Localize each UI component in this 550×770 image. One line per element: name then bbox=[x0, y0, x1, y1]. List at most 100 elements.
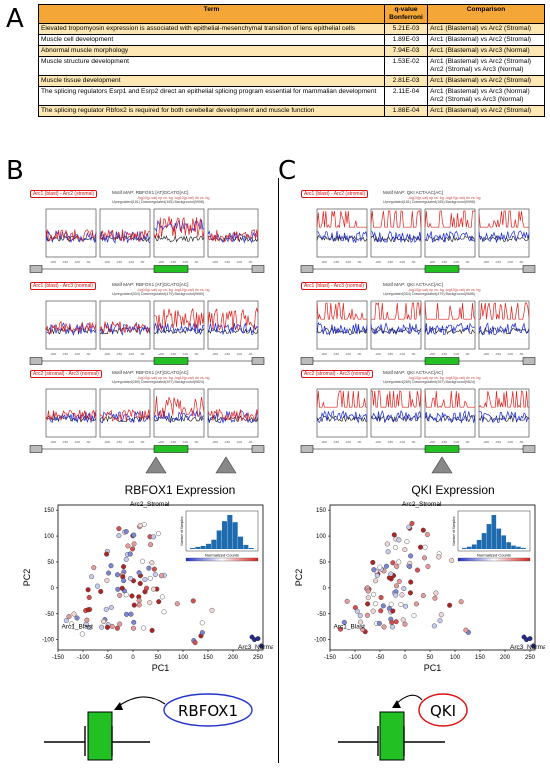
sample-point bbox=[408, 553, 414, 559]
sample-point bbox=[385, 549, 391, 555]
svg-text:-150: -150 bbox=[170, 260, 176, 264]
y-tick-label: 0 bbox=[51, 586, 55, 592]
comparison-line: Arc2 (Stromal) vs Arc3 (Normal) bbox=[430, 96, 524, 103]
sample-point bbox=[142, 576, 148, 582]
triangle-marker-icon bbox=[431, 456, 453, 474]
svg-text:-100: -100 bbox=[453, 352, 459, 356]
motif-title: Motif MAP: RBFOX1 [AT]GCATG[AC] bbox=[112, 190, 189, 195]
sample-point bbox=[158, 573, 164, 579]
svg-text:-50: -50 bbox=[140, 352, 145, 356]
sample-point bbox=[424, 532, 430, 538]
histogram-bar bbox=[491, 515, 497, 549]
svg-text:-100: -100 bbox=[453, 260, 459, 264]
y-tick-label: 50 bbox=[319, 560, 326, 566]
panel-letter-a: A bbox=[6, 4, 24, 34]
comparison-cell: Arc1 (Blastemal) vs Arc3 (Normal) Arc2 (S… bbox=[427, 86, 545, 106]
svg-text:-200: -200 bbox=[212, 352, 218, 356]
sample-point bbox=[371, 567, 377, 573]
sample-point bbox=[421, 555, 427, 561]
qvalue-cell: 1.88E-04 bbox=[384, 105, 428, 117]
svg-text:-100: -100 bbox=[507, 352, 513, 356]
histogram-bar bbox=[466, 546, 472, 549]
sample-point bbox=[147, 575, 153, 581]
svg-text:-50: -50 bbox=[357, 352, 362, 356]
sample-point bbox=[129, 593, 135, 599]
histogram-bar bbox=[227, 515, 233, 549]
sample-point bbox=[255, 636, 261, 642]
sample-point bbox=[123, 556, 129, 562]
sample-point bbox=[119, 585, 125, 591]
svg-text:-50: -50 bbox=[465, 352, 470, 356]
histogram-bar bbox=[516, 546, 521, 549]
sample-point bbox=[407, 590, 413, 596]
sample-point bbox=[128, 611, 134, 617]
motif-title: Motif MAP: QKI ACTAAC[AC] bbox=[383, 370, 443, 375]
svg-text:-150: -150 bbox=[441, 260, 447, 264]
svg-text:-50: -50 bbox=[411, 260, 416, 264]
sample-point bbox=[109, 623, 115, 629]
svg-text:-100: -100 bbox=[74, 440, 80, 444]
sample-point bbox=[402, 621, 408, 627]
sample-point bbox=[407, 563, 413, 569]
sample-point bbox=[378, 608, 384, 614]
sample-point bbox=[144, 585, 150, 591]
svg-text:-150: -150 bbox=[224, 260, 230, 264]
svg-text:-100: -100 bbox=[74, 260, 80, 264]
histogram-bar bbox=[496, 528, 502, 549]
histogram-bar bbox=[248, 547, 254, 549]
motif-map: Arc1 (blast) - Arc2 (stromal) Motif MAP: … bbox=[29, 190, 267, 275]
sample-point bbox=[174, 601, 180, 607]
svg-text:-50: -50 bbox=[411, 352, 416, 356]
svg-text:-200: -200 bbox=[375, 352, 381, 356]
sample-point bbox=[130, 546, 136, 552]
motif-map: Arc1 (blast) - Arc2 (stromal) Motif MAP: … bbox=[300, 190, 538, 275]
comparison-label: Arc2 (stromal) - Arc3 (normal) bbox=[30, 370, 102, 378]
histogram-bar bbox=[200, 545, 206, 549]
y-tick-label: -50 bbox=[45, 612, 54, 618]
histogram-bar bbox=[462, 547, 467, 549]
histogram-bar bbox=[243, 544, 249, 549]
svg-text:-100: -100 bbox=[345, 260, 351, 264]
svg-text:-50: -50 bbox=[140, 260, 145, 264]
comparison-line: Arc1 (Blastemal) vs Arc3 (Normal) bbox=[430, 47, 530, 54]
svg-text:-100: -100 bbox=[128, 260, 134, 264]
x-tick-label: 0 bbox=[131, 655, 135, 661]
svg-text:-100: -100 bbox=[399, 352, 405, 356]
svg-text:-100: -100 bbox=[128, 440, 134, 444]
table-row: Elevated tropomyosin expression is assoc… bbox=[38, 23, 545, 35]
sample-point bbox=[393, 545, 399, 551]
svg-text:-50: -50 bbox=[194, 352, 199, 356]
sample-point bbox=[104, 577, 110, 583]
svg-text:-50: -50 bbox=[357, 260, 362, 264]
sample-point bbox=[400, 617, 406, 623]
histogram-bar bbox=[190, 547, 196, 549]
sample-point bbox=[259, 643, 264, 649]
sample-point bbox=[151, 566, 157, 572]
svg-text:-150: -150 bbox=[333, 352, 339, 356]
sample-point bbox=[84, 617, 90, 623]
svg-text:-150: -150 bbox=[495, 440, 501, 444]
sample-point bbox=[393, 619, 399, 625]
sample-point bbox=[136, 570, 142, 576]
sample-point bbox=[344, 598, 350, 604]
svg-text:-150: -150 bbox=[387, 260, 393, 264]
histogram-bar bbox=[238, 536, 244, 549]
protein-name: RBFOX1 bbox=[178, 702, 238, 720]
motif-density-plot: -200 -150 -100 -50 -200 -150 -100 -50 -200 -150 -1… bbox=[29, 388, 265, 453]
sample-point bbox=[396, 578, 402, 584]
svg-text:-50: -50 bbox=[248, 440, 253, 444]
legend-pvalues: -log10(p-val) up vs. bg -log10(p-val) dn… bbox=[137, 288, 210, 292]
svg-text:-200: -200 bbox=[104, 260, 110, 264]
histogram-bar bbox=[216, 530, 222, 549]
sample-point bbox=[108, 563, 114, 569]
protein-ellipse bbox=[163, 693, 253, 727]
sample-point bbox=[393, 592, 399, 598]
sample-point bbox=[127, 551, 133, 557]
sample-point bbox=[71, 611, 77, 617]
x-tick-label: 50 bbox=[155, 655, 162, 661]
histogram-bar bbox=[511, 545, 516, 549]
sample-point bbox=[190, 598, 196, 604]
comparison-line: Arc1 (Blastemal) vs Arc2 (Stromal) bbox=[430, 77, 532, 84]
x-tick-label: 50 bbox=[427, 655, 434, 661]
sample-point bbox=[365, 588, 371, 594]
